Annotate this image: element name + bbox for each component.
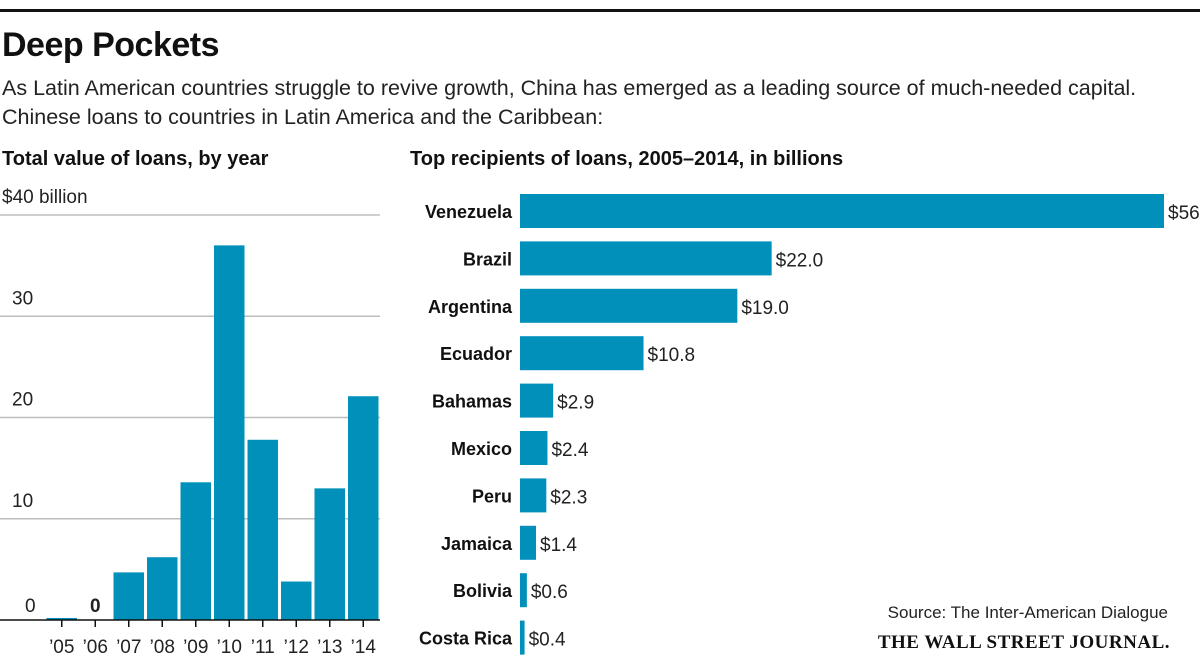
- y-tick-label: 0: [25, 596, 36, 617]
- bar-12: [281, 581, 312, 620]
- value-label: $0.6: [531, 582, 568, 603]
- value-label: $22.0: [776, 250, 824, 271]
- bar-10: [214, 245, 245, 620]
- x-tick-label: ’08: [150, 637, 175, 658]
- right-chart-title: Top recipients of loans, 2005–2014, in b…: [410, 148, 844, 170]
- category-label: Mexico: [451, 439, 512, 459]
- x-tick-label: ’11: [251, 637, 275, 658]
- x-tick-label: ’05: [49, 637, 74, 658]
- value-label: $1.4: [540, 535, 577, 556]
- category-label: Peru: [472, 486, 512, 506]
- value-label: $2.9: [557, 393, 594, 414]
- category-label: Brazil: [463, 249, 512, 269]
- x-tick-label: ’13: [317, 637, 342, 658]
- zero-value-label: 0: [90, 596, 101, 617]
- y-tick-label: 10: [12, 491, 33, 512]
- value-label: $0.4: [529, 630, 566, 651]
- y-tick-label: $40 billion: [2, 187, 88, 208]
- bar-venezuela: [520, 194, 1164, 228]
- value-label: $10.8: [648, 345, 696, 366]
- left-chart-title: Total value of loans, by year: [2, 148, 269, 170]
- category-label: Argentina: [428, 297, 513, 317]
- category-label: Bolivia: [453, 581, 513, 601]
- value-label: $2.3: [550, 487, 587, 508]
- subtitle: As Latin American countries struggle to …: [2, 76, 1137, 129]
- x-tick-label: ’07: [116, 637, 141, 658]
- x-tick-label: ’10: [217, 637, 242, 658]
- value-label: $56.3: [1168, 203, 1200, 224]
- bar-13: [314, 488, 345, 620]
- x-tick-label: ’14: [351, 637, 377, 658]
- value-label: $19.0: [741, 298, 789, 319]
- bar-05: [46, 617, 77, 620]
- publisher-logo: THE WALL STREET JOURNAL.: [877, 632, 1170, 653]
- bar-costa-rica: [520, 620, 525, 655]
- y-tick-label: 20: [12, 390, 33, 411]
- bar-07: [113, 572, 144, 620]
- page-title: Deep Pockets: [2, 26, 220, 64]
- top-rule: [0, 9, 1200, 12]
- source-note: Source: The Inter-American Dialogue: [887, 603, 1168, 622]
- bar-mexico: [520, 431, 548, 465]
- category-label: Jamaica: [441, 534, 513, 554]
- bar-brazil: [520, 241, 772, 276]
- bar-08: [147, 557, 178, 620]
- category-label: Venezuela: [425, 202, 513, 222]
- x-tick-label: ’12: [284, 637, 309, 658]
- category-label: Ecuador: [440, 344, 512, 364]
- category-label: Costa Rica: [419, 629, 513, 649]
- bar-11: [247, 439, 278, 620]
- bar-ecuador: [520, 336, 644, 371]
- bar-bahamas: [520, 383, 554, 418]
- bar-argentina: [520, 288, 738, 323]
- category-label: Bahamas: [432, 392, 512, 412]
- bar-09: [180, 482, 211, 620]
- bar-peru: [520, 478, 547, 513]
- x-tick-label: ’09: [183, 637, 208, 658]
- bar-bolivia: [520, 573, 527, 608]
- bar-14: [348, 396, 379, 620]
- x-tick-label: ’06: [83, 637, 108, 658]
- value-label: $2.4: [551, 440, 588, 461]
- bar-jamaica: [520, 525, 537, 560]
- y-tick-label: 30: [12, 288, 33, 309]
